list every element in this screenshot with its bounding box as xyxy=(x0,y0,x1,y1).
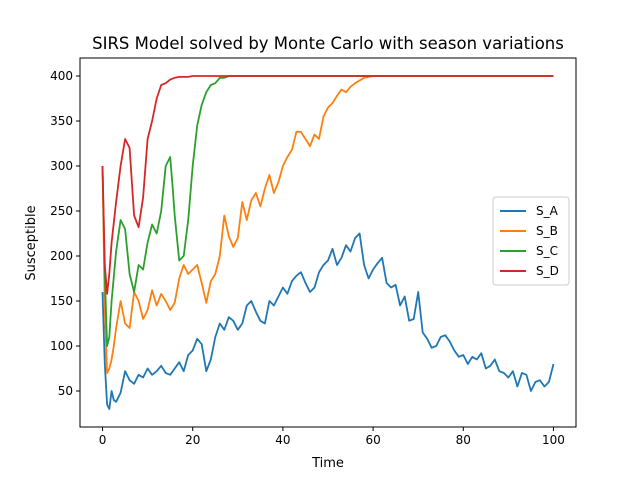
series-line-s-d xyxy=(101,75,554,295)
axes-frame xyxy=(79,57,577,428)
y-tick-label: 50 xyxy=(58,384,73,398)
y-tick-label: 200 xyxy=(50,249,73,263)
series-line-s-a xyxy=(101,232,555,410)
series-line-s-b xyxy=(101,75,554,374)
legend-label: S_D xyxy=(536,264,559,278)
legend-label: S_C xyxy=(536,244,558,258)
x-tick-label: 0 xyxy=(99,433,107,447)
legend-box xyxy=(492,196,570,286)
x-tick-label: 20 xyxy=(185,433,200,447)
chart-title: SIRS Model solved by Monte Carlo with se… xyxy=(92,34,564,53)
legend-label: S_B xyxy=(536,224,558,238)
legend: S_A S_B S_C S_D xyxy=(492,196,570,286)
series-line-s-c xyxy=(101,75,554,347)
y-tick-label: 150 xyxy=(50,294,73,308)
y-tick-label: 300 xyxy=(50,159,73,173)
y-axis-label: Susceptible xyxy=(24,205,39,280)
y-tick-label: 400 xyxy=(50,69,73,83)
plot-area xyxy=(79,57,577,428)
x-axis-label: Time xyxy=(311,456,344,471)
x-tick-label: 100 xyxy=(542,433,565,447)
y-tick-label: 100 xyxy=(50,339,73,353)
y-axis: 50 100 150 200 250 300 350 400 xyxy=(50,69,80,398)
x-tick-label: 60 xyxy=(365,433,380,447)
x-tick-label: 80 xyxy=(456,433,471,447)
y-tick-label: 350 xyxy=(50,114,73,128)
x-axis: 0 20 40 60 80 100 xyxy=(99,427,565,447)
x-tick-label: 40 xyxy=(275,433,290,447)
legend-label: S_A xyxy=(536,204,559,218)
y-tick-label: 250 xyxy=(50,204,73,218)
